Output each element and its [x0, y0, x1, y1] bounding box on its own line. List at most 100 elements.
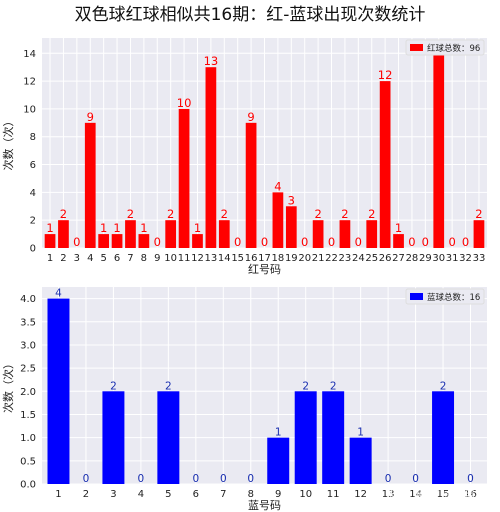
bar-value-label: 1 [357, 427, 364, 439]
legend: 蓝球总数：16 [405, 288, 485, 305]
bar-value-label: 9 [87, 110, 94, 124]
bar-value-label: 12 [378, 68, 393, 82]
bar-value-label: 2 [60, 207, 67, 221]
y-tick-label: 8 [30, 132, 36, 143]
x-tick-label: 33 [473, 253, 486, 264]
y-tick-label: 2 [30, 216, 36, 227]
bar [165, 220, 177, 248]
bar [58, 220, 69, 248]
x-tick-label: 25 [365, 253, 378, 264]
x-tick-label: 3 [110, 489, 116, 500]
x-tick-label: 4 [87, 253, 93, 264]
bar-value-label: 2 [330, 380, 337, 392]
x-tick-label: 21 [312, 253, 325, 264]
x-axis-label: 红号码 [248, 263, 281, 276]
x-tick-label: 16 [464, 489, 477, 500]
bar-value-label: 1 [395, 221, 402, 235]
y-tick-label: 6 [30, 160, 36, 171]
x-tick-label: 15 [437, 489, 450, 500]
x-tick-label: 14 [218, 253, 231, 264]
bar-value-label: 0 [385, 473, 392, 485]
x-tick-label: 23 [339, 253, 352, 264]
bar-value-label: 0 [412, 473, 419, 485]
bar-value-label: 13 [204, 54, 219, 68]
bar [393, 234, 404, 248]
bar-value-label: 0 [422, 235, 429, 249]
bar [473, 220, 485, 248]
legend: 红球总数：96 [405, 39, 485, 56]
bar [294, 391, 317, 484]
y-tick-label: 0.0 [20, 480, 36, 491]
x-tick-label: 12 [191, 253, 204, 264]
x-tick-label: 11 [178, 253, 191, 264]
x-tick-label: 12 [354, 489, 367, 500]
x-tick-label: 30 [432, 253, 445, 264]
bar-value-label: 0 [261, 235, 268, 249]
x-tick-label: 8 [248, 489, 254, 500]
bar [339, 220, 351, 248]
bar-value-label: 1 [113, 221, 120, 235]
bar [245, 122, 257, 248]
bar-value-label: 0 [448, 235, 455, 249]
x-tick-label: 22 [325, 253, 338, 264]
x-tick-label: 7 [127, 253, 133, 264]
y-axis-label: 次数（次） [1, 358, 15, 413]
blue-ball-chart: 0.00.51.01.52.02.53.03.54.0 4102230425060… [1, 287, 487, 512]
bar [125, 220, 136, 248]
bar [205, 67, 217, 249]
bar-value-label: 0 [138, 473, 145, 485]
bar-value-label: 1 [275, 427, 282, 439]
legend-swatch [410, 293, 423, 300]
bar-value-label: 3 [288, 193, 295, 207]
x-tick-label: 11 [327, 489, 340, 500]
bar [366, 220, 378, 248]
y-tick-label: 0 [30, 244, 36, 255]
bar-value-label: 2 [127, 207, 134, 221]
x-tick-label: 9 [154, 253, 160, 264]
x-tick-label: 27 [392, 253, 405, 264]
bar-value-label: 2 [221, 207, 228, 221]
bar-value-label: 1 [140, 221, 147, 235]
x-tick-label: 24 [352, 253, 365, 264]
bar [218, 220, 230, 248]
bar-value-label: 4 [55, 288, 62, 300]
bar-value-label: 0 [462, 235, 469, 249]
legend-box [405, 288, 485, 305]
bar [432, 391, 455, 484]
x-tick-label: 5 [100, 253, 106, 264]
x-tick-label: 1 [55, 489, 61, 500]
bar-value-label: 0 [73, 235, 80, 249]
y-tick-label: 2.0 [20, 387, 36, 398]
y-axis-label: 次数（次） [1, 116, 15, 171]
bar-value-label: 2 [167, 207, 174, 221]
x-tick-label: 9 [275, 489, 281, 500]
bar [349, 437, 372, 484]
bar-value-label: 2 [368, 207, 375, 221]
bar-value-label: 0 [220, 473, 227, 485]
bar [157, 391, 180, 484]
bar [138, 234, 150, 248]
legend-box [405, 39, 485, 56]
bar-value-label: 2 [314, 207, 321, 221]
x-tick-label: 10 [299, 489, 312, 500]
x-tick-label: 7 [220, 489, 226, 500]
bar [379, 81, 391, 248]
x-tick-label: 26 [379, 253, 392, 264]
watermark: 知乎 @数字故事 [388, 486, 476, 501]
bar-value-label: 9 [247, 110, 254, 124]
x-tick-label: 6 [193, 489, 199, 500]
y-tick-label: 10 [23, 104, 36, 115]
x-tick-label: 18 [272, 253, 285, 264]
bar-value-label: 2 [341, 207, 348, 221]
x-tick-label: 5 [165, 489, 171, 500]
bar-value-label: 0 [83, 473, 90, 485]
bar [178, 108, 190, 248]
bar-value-label: 0 [467, 473, 474, 485]
bar-value-label: 0 [355, 235, 362, 249]
bar-value-label: 2 [475, 207, 482, 221]
x-tick-label: 20 [298, 253, 311, 264]
x-tick-label: 17 [258, 253, 271, 264]
bar [44, 234, 56, 248]
bar [111, 234, 123, 248]
y-tick-label: 14 [23, 49, 36, 60]
